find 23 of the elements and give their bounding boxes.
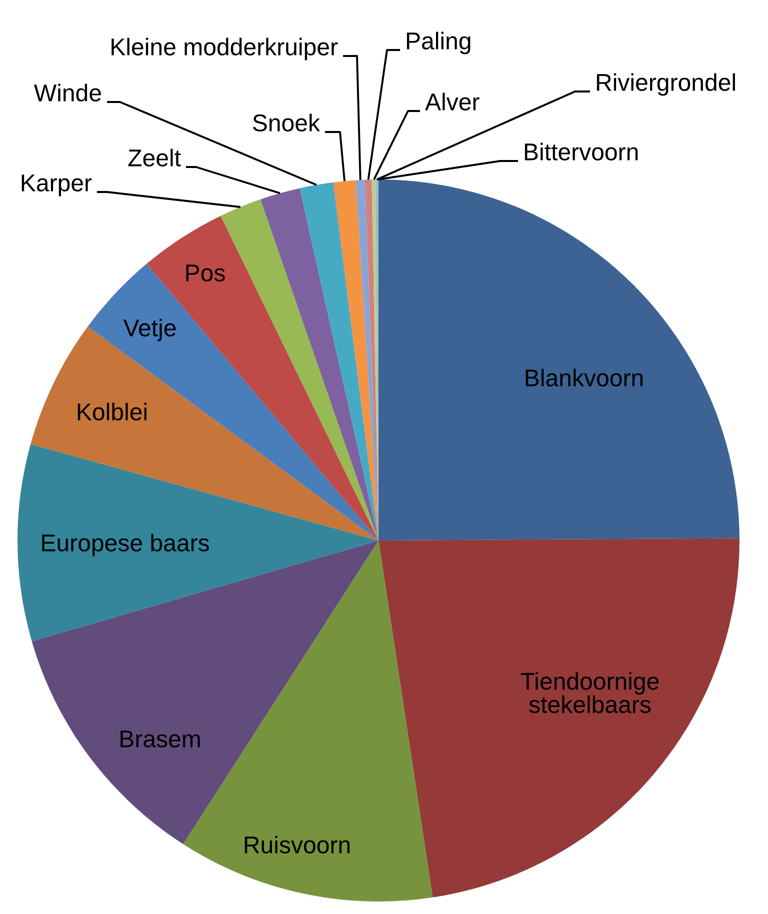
pie-slice bbox=[300, 182, 378, 540]
slice-label: Alver bbox=[425, 92, 480, 110]
slice-label: Tiendoornige stekelbaars bbox=[520, 672, 659, 714]
slice-label: Europese baars bbox=[42, 534, 209, 556]
pie-slice bbox=[378, 538, 740, 898]
pie-slice bbox=[378, 180, 740, 540]
slice-label: Zeelt bbox=[128, 148, 181, 166]
slice-label: Pos bbox=[186, 264, 225, 282]
slice-label: Karper bbox=[22, 174, 92, 196]
slice-label: Bittervoorn bbox=[524, 142, 638, 160]
slice-label: Riviergrondel bbox=[596, 73, 735, 96]
slice-label: Vetje bbox=[123, 318, 176, 342]
slice-label: Brasem bbox=[120, 730, 200, 748]
slice-label: Blankvoorn bbox=[526, 368, 643, 386]
slice-label: Winde bbox=[34, 84, 101, 102]
slice-label: Paling bbox=[406, 32, 470, 54]
pie-slice bbox=[260, 188, 378, 540]
slice-label: Kleine modderkruiper bbox=[112, 38, 338, 60]
slice-label: Ruisvoorn bbox=[244, 836, 350, 854]
slice-label: Snoek bbox=[252, 114, 320, 132]
pie-slice bbox=[333, 180, 378, 540]
pie-slice bbox=[18, 444, 378, 642]
slice-label: Kolblei bbox=[78, 402, 146, 420]
